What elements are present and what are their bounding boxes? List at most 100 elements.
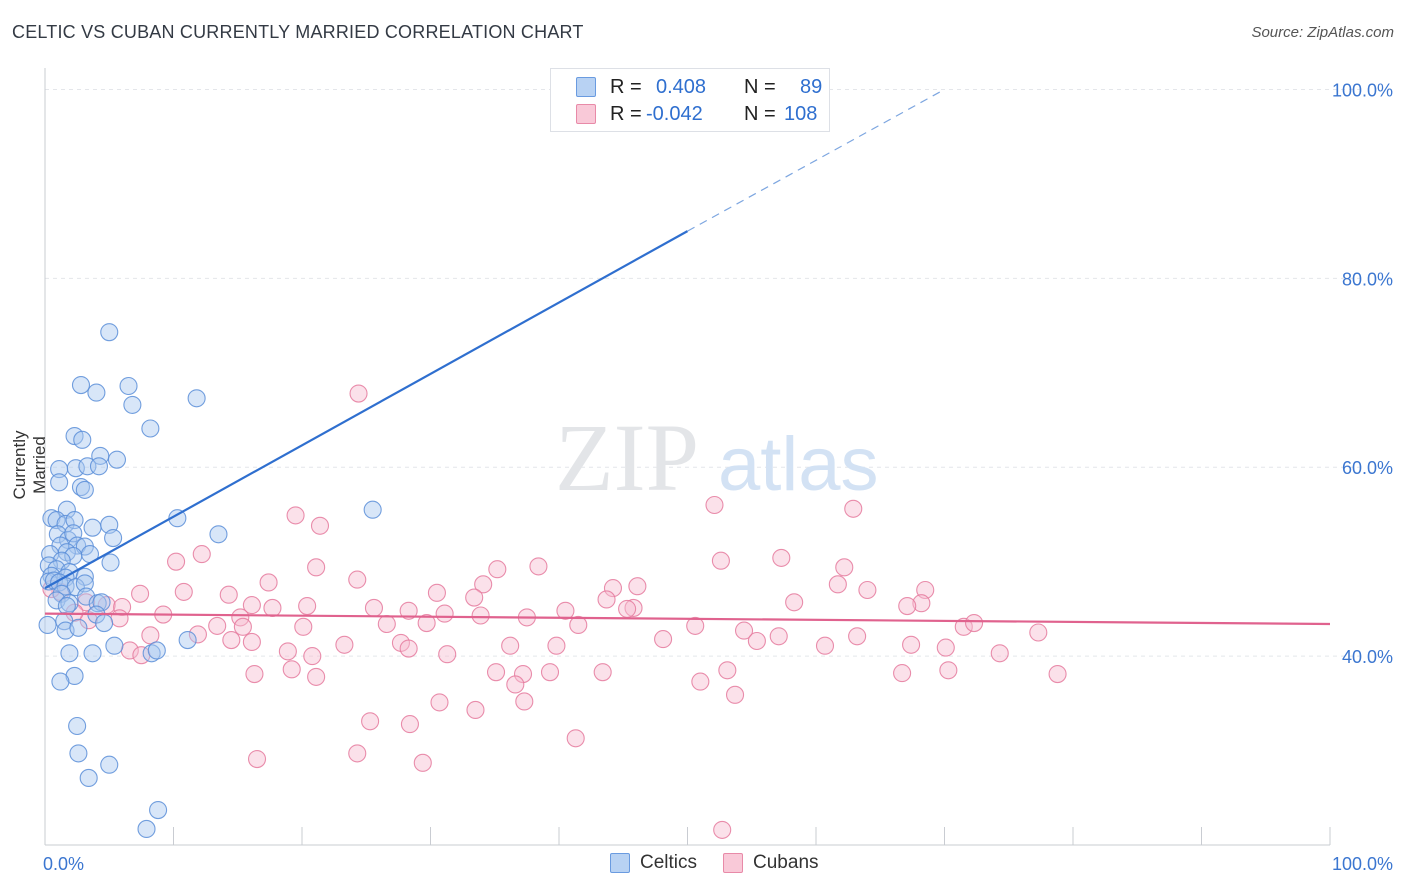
cubans-point [131, 584, 150, 603]
cubans-point [954, 617, 973, 636]
celtics-point [141, 419, 160, 438]
cubans-trend-line [44, 612, 1331, 626]
celtics-point [50, 473, 69, 492]
legend-item-celtics[interactable]: Celtics [610, 852, 697, 874]
cubans-point [686, 616, 705, 635]
trend-lines [44, 88, 1331, 626]
cubans-point [427, 583, 446, 602]
legend-n-label: N = [744, 75, 776, 98]
cubans-point [597, 590, 616, 609]
celtics-point [105, 636, 124, 655]
grid-lines [45, 88, 1365, 657]
cubans-point [303, 647, 322, 666]
cubans-point [361, 712, 380, 731]
celtics-point [57, 597, 76, 616]
cubans-point [174, 582, 193, 601]
celtics-point [48, 525, 67, 544]
cubans-point [247, 750, 267, 769]
cubans-point [349, 384, 368, 403]
cubans-point [471, 606, 490, 625]
celtics-point [87, 383, 106, 402]
cubans-point [815, 636, 835, 655]
cubans-point [259, 573, 278, 592]
cubans-point [188, 625, 207, 644]
celtics-trend-line [44, 230, 689, 590]
cubans-point [718, 661, 737, 680]
cubans-point [1029, 623, 1048, 642]
celtics-point [149, 801, 168, 820]
cubans-point [465, 588, 484, 607]
cubans-point [858, 580, 877, 600]
cubans-point [936, 638, 955, 657]
celtics-point [69, 618, 88, 637]
cubans-point [310, 516, 330, 535]
celtics-point [51, 672, 70, 691]
cubans-point [233, 617, 252, 636]
y-tick-label: 60.0% [1342, 458, 1393, 478]
celtics-point [65, 511, 84, 530]
legend-swatch-cubans [576, 104, 596, 124]
cubans-point [364, 598, 384, 617]
cubans-point [990, 644, 1009, 663]
cubans-point [348, 744, 367, 763]
cubans-point [501, 636, 520, 655]
cubans-point [734, 621, 754, 640]
series-legend: Celtics Cubans [610, 852, 845, 874]
celtics-point [104, 529, 123, 548]
celtics-point [71, 376, 91, 395]
cubans-point [488, 560, 507, 579]
cubans-point [278, 642, 297, 661]
cubans-point [628, 577, 647, 596]
x-tick-label: 100.0% [1332, 854, 1393, 874]
cubans-point [844, 499, 863, 518]
celtics-point [47, 511, 66, 530]
cubans-point [399, 601, 418, 620]
cubans-point [113, 597, 132, 617]
y-axis-label: Currently Married [10, 430, 49, 500]
cubans-point [348, 570, 367, 589]
legend-r-value: 0.408 [656, 75, 707, 98]
cubans-point [466, 700, 485, 719]
celtics-point [100, 323, 119, 342]
cubans-point [593, 663, 612, 682]
cubans-point [556, 601, 575, 620]
celtics-point [89, 457, 109, 476]
cubans-point [430, 693, 449, 712]
legend-swatch-celtics [610, 853, 630, 873]
cubans-point [965, 614, 984, 633]
cubans-point [192, 545, 211, 564]
y-tick-label: 80.0% [1342, 269, 1393, 289]
legend-row-celtics: R = 0.408 N = 89 [551, 74, 850, 100]
cubans-point [902, 635, 921, 654]
stats-legend: R = 0.408 N = 89 R = -0.042 N = 108 [550, 68, 830, 132]
celtics-point [66, 459, 85, 478]
celtics-point [69, 744, 88, 763]
cubans-point [167, 552, 186, 571]
celtics-point [107, 450, 127, 469]
tick-labels: 40.0% 60.0% 80.0% 100.0% 0.0% 100.0% [43, 80, 1393, 874]
cubans-point [377, 614, 396, 634]
celtics-point [178, 631, 197, 650]
legend-item-cubans[interactable]: Cubans [723, 852, 819, 874]
cubans-point [282, 660, 301, 679]
celtics-point [68, 716, 87, 736]
cubans-point [618, 599, 637, 618]
cubans-point [400, 715, 419, 734]
y-tick-label: 100.0% [1332, 80, 1393, 100]
cubans-point [828, 575, 847, 594]
cubans-point [435, 604, 454, 623]
cubans-point [1048, 665, 1067, 684]
celtics-trend-extension [687, 88, 945, 232]
legend-n-value: 89 [800, 75, 823, 98]
cubans-point [711, 551, 730, 570]
legend-row-cubans: R = -0.042 N = 108 [551, 101, 834, 127]
celtics-point [142, 644, 161, 663]
cubans-point [335, 635, 354, 654]
celtics-point [147, 641, 166, 660]
celtics-point [75, 480, 94, 499]
cubans-point [529, 557, 548, 576]
legend-swatch-celtics [576, 77, 596, 97]
celtics-point [209, 525, 228, 544]
watermark: ZIP atlas [555, 404, 879, 511]
cubans-point [713, 820, 732, 839]
